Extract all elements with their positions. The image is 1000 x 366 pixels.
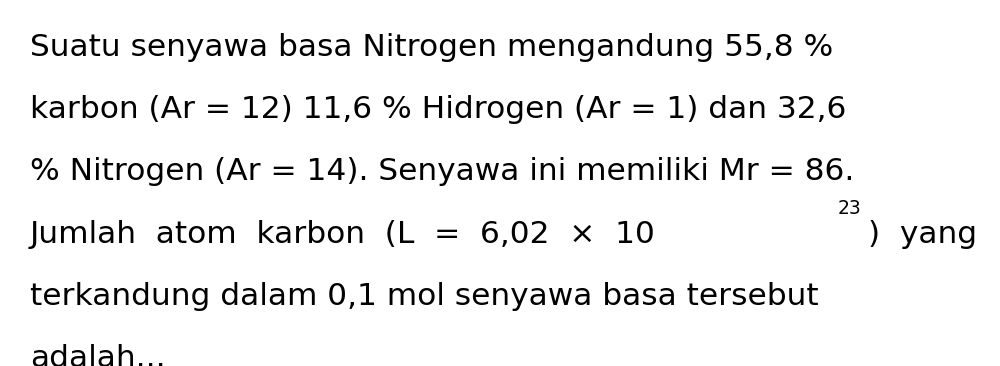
Text: karbon (Ar = 12) 11,6 % Hidrogen (Ar = 1) dan 32,6: karbon (Ar = 12) 11,6 % Hidrogen (Ar = 1… <box>30 95 846 124</box>
Text: )  yang: ) yang <box>868 220 977 249</box>
Text: 23: 23 <box>838 199 861 219</box>
Text: Suatu senyawa basa Nitrogen mengandung 55,8 %: Suatu senyawa basa Nitrogen mengandung 5… <box>30 33 833 62</box>
Text: Jumlah  atom  karbon  (L  =  6,02  ×  10: Jumlah atom karbon (L = 6,02 × 10 <box>30 220 656 249</box>
Text: adalah...: adalah... <box>30 344 166 366</box>
Text: terkandung dalam 0,1 mol senyawa basa tersebut: terkandung dalam 0,1 mol senyawa basa te… <box>30 282 819 311</box>
Text: % Nitrogen (Ar = 14). Senyawa ini memiliki Mr = 86.: % Nitrogen (Ar = 14). Senyawa ini memili… <box>30 157 854 186</box>
